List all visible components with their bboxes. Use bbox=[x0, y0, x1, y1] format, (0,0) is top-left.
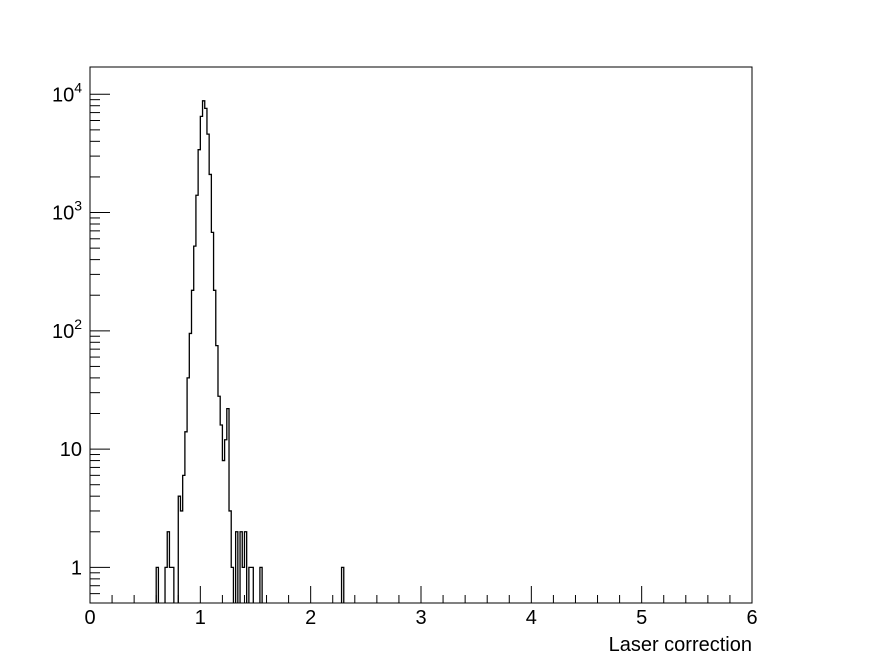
x-tick-label: 4 bbox=[526, 607, 537, 629]
histogram-bin bbox=[207, 134, 209, 603]
histogram-bin bbox=[200, 116, 202, 603]
x-tick-label: 5 bbox=[636, 607, 647, 629]
histogram-bin bbox=[194, 246, 196, 603]
x-tick-label: 2 bbox=[305, 607, 316, 629]
histogram-bin bbox=[222, 461, 224, 603]
x-tick-label: 3 bbox=[415, 607, 426, 629]
histogram-bin bbox=[198, 150, 200, 603]
y-axis-minor-ticks bbox=[90, 99, 100, 604]
histogram-bin bbox=[209, 174, 211, 603]
histogram-bin bbox=[218, 396, 220, 603]
histogram-bin bbox=[180, 511, 182, 603]
y-tick-label: 103 bbox=[52, 198, 82, 225]
histogram-bin bbox=[192, 290, 194, 603]
histogram-bin bbox=[196, 195, 198, 603]
y-axis-ticks: 1 10 102 103 104 bbox=[52, 79, 110, 579]
x-axis-label: Laser correction bbox=[609, 634, 752, 656]
histogram-bin bbox=[169, 567, 171, 603]
x-tick-label: 1 bbox=[195, 607, 206, 629]
y-tick-label: 104 bbox=[52, 79, 82, 106]
histogram-bin bbox=[205, 108, 207, 603]
histogram-outline bbox=[155, 100, 345, 603]
y-tick-label: 10 bbox=[60, 439, 82, 461]
histogram-bins bbox=[156, 101, 344, 603]
x-tick-label: 0 bbox=[84, 607, 95, 629]
histogram-bin bbox=[203, 101, 205, 603]
y-tick-label: 1 bbox=[71, 557, 82, 579]
x-axis-ticks: 0 1 2 3 4 5 6 bbox=[84, 586, 758, 629]
histogram-bin bbox=[225, 440, 227, 603]
y-tick-label: 102 bbox=[52, 316, 82, 343]
x-tick-label: 6 bbox=[746, 607, 757, 629]
